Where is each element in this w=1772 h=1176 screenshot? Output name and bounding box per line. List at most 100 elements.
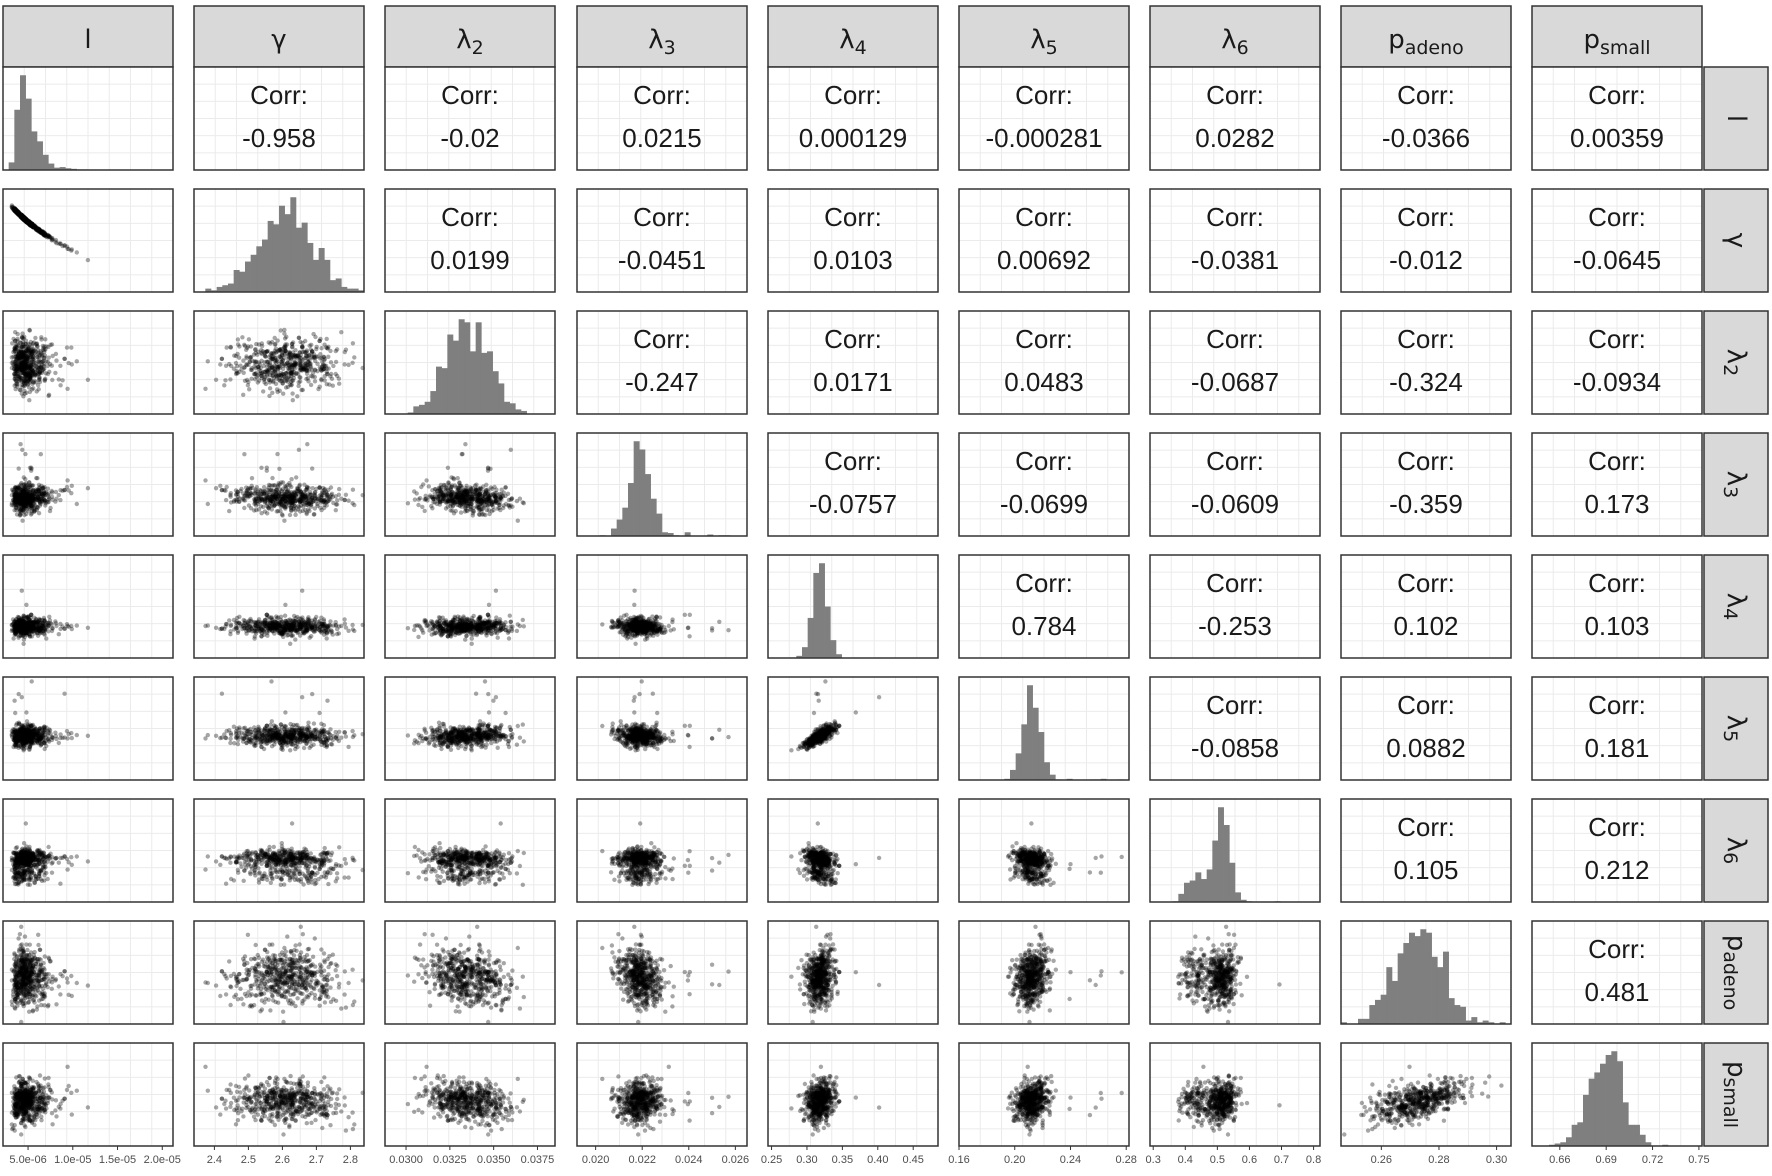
corr-label: Corr: — [824, 446, 882, 476]
scatter-point — [509, 498, 513, 502]
scatter-point — [280, 373, 284, 377]
scatter-point — [22, 375, 26, 379]
scatter-point — [496, 636, 500, 640]
scatter-point — [35, 497, 39, 501]
scatter-point — [32, 507, 36, 511]
scatter-point — [254, 631, 258, 635]
scatter-point — [305, 442, 309, 446]
scatter-point — [270, 615, 274, 619]
corr-value-gamma-lambda4: 0.0103 — [813, 245, 893, 275]
scatter-point — [24, 504, 28, 508]
scatter-point — [247, 503, 251, 507]
corr-label: Corr: — [1015, 324, 1073, 354]
scatter-point — [265, 360, 269, 364]
corr-value-lambda3-psmall: 0.173 — [1584, 489, 1649, 519]
scatter-point — [427, 484, 431, 488]
scatter-point — [13, 485, 17, 489]
corr-value-l-padeno: -0.0366 — [1382, 123, 1470, 153]
scatter-point — [456, 476, 460, 480]
histogram-bar — [302, 223, 308, 292]
panel-lambda3-padeno: Corr:-0.359 — [1341, 433, 1511, 536]
scatter-point — [444, 501, 448, 505]
panel-l-lambda3: Corr:0.0215 — [577, 67, 747, 170]
scatter-point — [62, 627, 66, 631]
scatter-point — [41, 344, 45, 348]
scatter-point — [47, 370, 51, 374]
scatter-point — [318, 356, 322, 360]
scatter-point — [27, 480, 31, 484]
scatter-point — [313, 335, 317, 339]
scatter-point — [344, 493, 348, 497]
scatter-point — [53, 371, 57, 375]
scatter-point — [24, 349, 28, 353]
scatter-point — [337, 487, 341, 491]
scatter-point — [310, 626, 314, 630]
corr-value-lambda3-lambda5: -0.0699 — [1000, 489, 1088, 519]
scatter-point — [287, 481, 291, 485]
panel-l-lambda4: Corr:0.000129 — [768, 67, 938, 170]
scatter-point — [249, 368, 253, 372]
scatter-point — [279, 480, 283, 484]
scatter-point — [295, 487, 299, 491]
scatter-point — [325, 625, 329, 629]
panel-lambda2-lambda6: Corr:-0.0687 — [1150, 311, 1320, 414]
scatter-point — [269, 621, 273, 625]
scatter-point — [342, 617, 346, 621]
scatter-point — [86, 486, 90, 490]
scatter-point — [265, 613, 269, 617]
scatter-point — [436, 496, 440, 500]
scatter-point — [18, 628, 22, 632]
histogram-bar — [14, 110, 20, 170]
scatter-point — [293, 500, 297, 504]
scatter-point — [37, 387, 41, 391]
scatter-point — [22, 513, 26, 517]
scatter-point — [43, 378, 47, 382]
scatter-point — [325, 636, 329, 640]
scatter-point — [486, 469, 490, 473]
scatter-point — [250, 476, 254, 480]
histogram-bar — [273, 224, 279, 292]
scatter-point — [34, 492, 38, 496]
scatter-point — [65, 622, 69, 626]
scatter-point — [460, 452, 464, 456]
scatter-point — [247, 337, 251, 341]
scatter-point — [70, 484, 74, 488]
scatter-point — [17, 210, 21, 214]
scatter-point — [454, 495, 458, 499]
scatter-point — [23, 452, 27, 456]
scatter-point — [264, 382, 268, 386]
scatter-point — [280, 487, 284, 491]
scatter-point — [69, 248, 73, 252]
scatter-point — [287, 352, 291, 356]
histogram-bar — [498, 383, 504, 414]
histogram-bar — [20, 75, 26, 170]
scatter-point — [273, 503, 277, 507]
scatter-point — [270, 476, 274, 480]
corr-label: Corr: — [633, 324, 691, 354]
scatter-point — [319, 346, 323, 350]
scatter-point — [249, 377, 253, 381]
corr-value-gamma-padeno: -0.012 — [1389, 245, 1463, 275]
scatter-point — [331, 384, 335, 388]
histogram-bar — [307, 243, 313, 292]
scatter-point — [206, 502, 210, 506]
scatter-point — [329, 485, 333, 489]
scatter-point — [297, 336, 301, 340]
scatter-point — [312, 355, 316, 359]
scatter-point — [325, 630, 329, 634]
scatter-point — [274, 360, 278, 364]
scatter-point — [39, 230, 43, 234]
scatter-point — [303, 356, 307, 360]
scatter-point — [13, 330, 17, 334]
scatter-point — [222, 383, 226, 387]
scatter-point — [75, 359, 79, 363]
scatter-point — [305, 512, 309, 516]
scatter-point — [24, 381, 28, 385]
scatter-point — [290, 382, 294, 386]
scatter-point — [276, 483, 280, 487]
histogram-bar — [493, 371, 499, 414]
scatter-point — [278, 500, 282, 504]
scatter-point — [242, 365, 246, 369]
corr-label: Corr: — [1588, 80, 1646, 110]
histogram-bar — [476, 322, 482, 414]
